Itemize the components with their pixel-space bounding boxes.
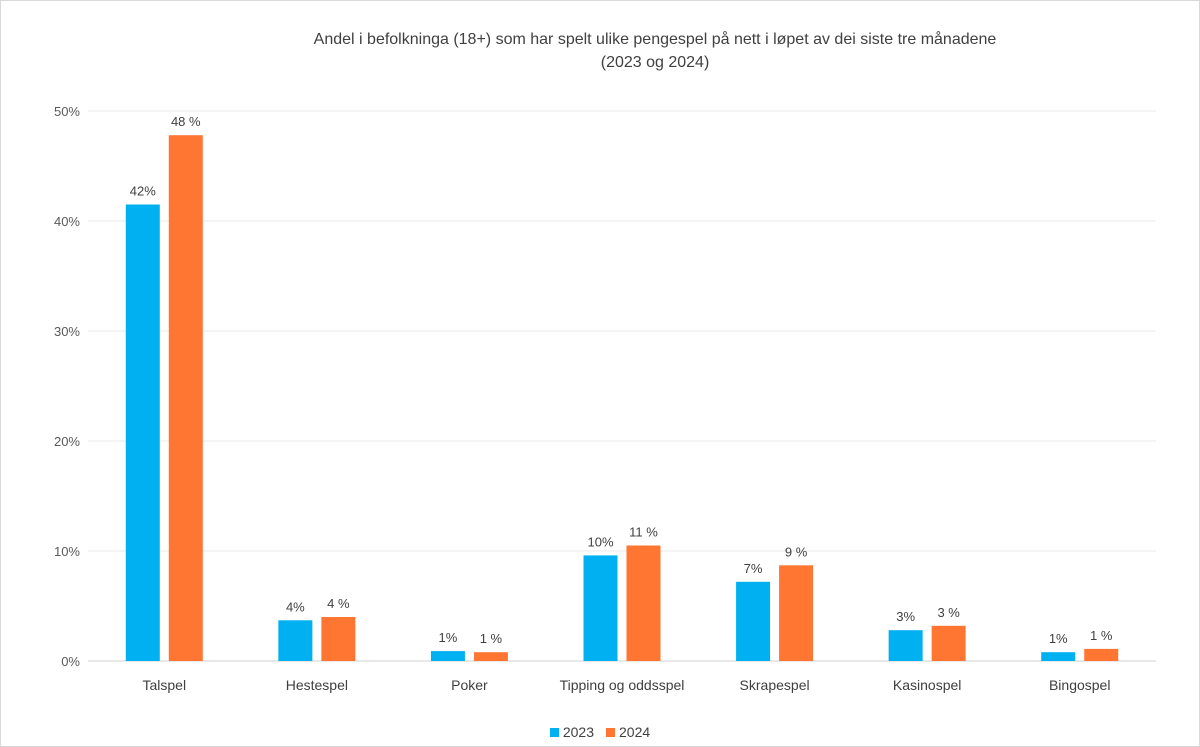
chart-legend: 2023 2024 bbox=[0, 724, 1200, 740]
data-label-2023: 1% bbox=[1049, 631, 1068, 646]
data-label-2023: 4% bbox=[286, 599, 305, 614]
data-label-2023: 7% bbox=[744, 561, 763, 576]
bar-2023 bbox=[583, 555, 618, 661]
legend-label-2024: 2024 bbox=[619, 724, 651, 740]
bar-2023 bbox=[736, 581, 771, 661]
x-category-label: Bingospel bbox=[1049, 677, 1111, 693]
chart-title: Andel i befolkninga (18+) som har spelt … bbox=[0, 28, 1200, 74]
y-tick-label: 50% bbox=[54, 104, 80, 119]
data-label-2024: 9 % bbox=[785, 544, 808, 559]
legend-item-2024: 2024 bbox=[606, 724, 650, 740]
legend-item-2023: 2023 bbox=[549, 724, 594, 740]
bar-2023 bbox=[125, 204, 160, 661]
x-category-label: Poker bbox=[451, 677, 488, 693]
bar-2024 bbox=[779, 565, 814, 661]
bar-2023 bbox=[278, 620, 313, 661]
chart-title-line: Andel i befolkninga (18+) som har spelt … bbox=[313, 31, 997, 48]
legend-label-2023: 2023 bbox=[562, 724, 594, 740]
bar-2024 bbox=[626, 545, 661, 661]
x-category-label: Kasinospel bbox=[893, 677, 962, 693]
y-tick-label: 40% bbox=[54, 214, 80, 229]
y-tick-label: 10% bbox=[54, 544, 80, 559]
data-label-2024: 1 % bbox=[480, 631, 503, 646]
x-category-label: Skrapespel bbox=[740, 677, 810, 693]
data-label-2024: 3 % bbox=[937, 605, 960, 620]
bar-2024 bbox=[473, 652, 508, 661]
bar-2023 bbox=[430, 651, 465, 661]
chart-subtitle: (2023 og 2024) bbox=[600, 54, 710, 71]
y-tick-label: 0% bbox=[61, 654, 80, 669]
bar-2024 bbox=[1084, 648, 1119, 661]
x-category-label: Tipping og oddsspel bbox=[560, 677, 685, 693]
x-category-label: Talspel bbox=[142, 677, 186, 693]
bar-2024 bbox=[931, 625, 966, 661]
data-label-2023: 10% bbox=[587, 534, 613, 549]
bar-2023 bbox=[1041, 652, 1076, 661]
data-label-2024: 11 % bbox=[629, 525, 658, 540]
y-tick-label: 20% bbox=[54, 434, 80, 449]
x-category-label: Hestespel bbox=[286, 677, 348, 693]
legend-swatch-2024 bbox=[606, 727, 615, 737]
data-label-2023: 3% bbox=[896, 609, 915, 624]
data-label-2024: 4 % bbox=[327, 596, 350, 611]
data-label-2024: 48 % bbox=[171, 114, 201, 129]
data-label-2024: 1 % bbox=[1090, 628, 1113, 643]
legend-swatch-2023 bbox=[549, 727, 559, 737]
bar-2023 bbox=[888, 630, 923, 661]
data-label-2023: 1% bbox=[439, 630, 458, 645]
bar-2024 bbox=[168, 135, 203, 661]
data-label-2023: 42% bbox=[130, 184, 156, 199]
bar-2024 bbox=[321, 617, 356, 661]
y-tick-label: 30% bbox=[54, 324, 80, 339]
